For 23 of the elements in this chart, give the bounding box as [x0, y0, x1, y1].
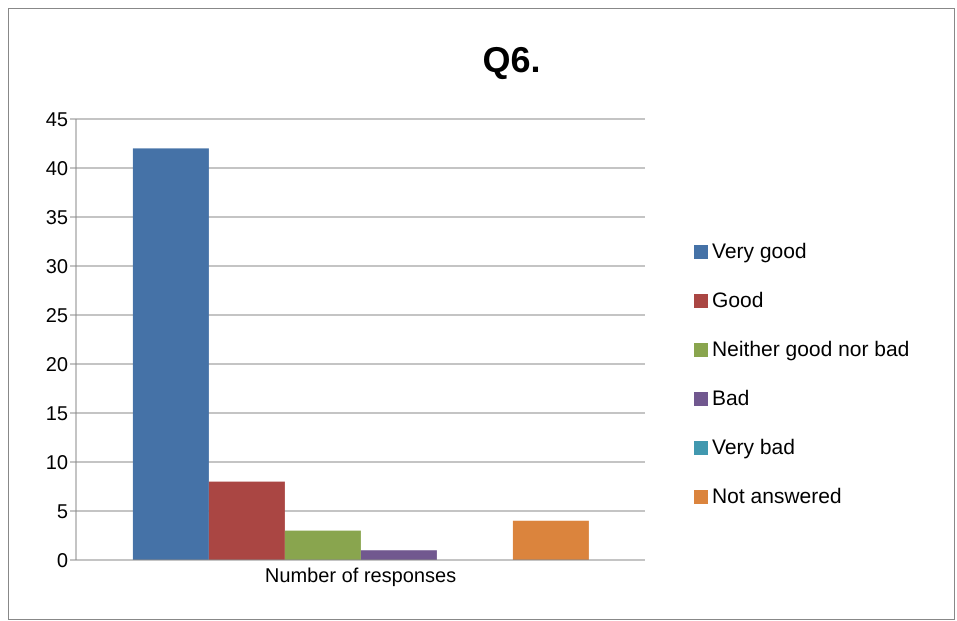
legend-label: Not answered — [712, 484, 842, 510]
y-tick-label: 10 — [46, 452, 68, 474]
bar — [512, 520, 589, 560]
legend-label: Good — [712, 288, 764, 314]
y-tick-label: 40 — [46, 158, 68, 180]
bar — [360, 550, 437, 560]
legend-label: Bad — [712, 386, 750, 412]
x-tick-label: Number of responses — [264, 565, 456, 588]
bar — [132, 148, 209, 560]
legend-label: Very bad — [712, 435, 795, 461]
bar — [284, 530, 361, 560]
bar — [208, 482, 285, 560]
legend-label: Neither good nor bad — [712, 337, 910, 363]
chart-title: Q6. — [481, 39, 542, 81]
y-tick-label: 15 — [46, 403, 68, 426]
y-tick-label: 45 — [46, 109, 68, 132]
y-tick-label: 25 — [46, 305, 68, 328]
y-tick-label: 30 — [46, 256, 68, 278]
y-tick-label: 5 — [56, 501, 68, 524]
y-tick-label: 20 — [46, 354, 68, 376]
y-tick-label: 0 — [56, 550, 68, 572]
y-tick-label: 35 — [46, 207, 68, 230]
legend-label: Very good — [712, 239, 807, 265]
